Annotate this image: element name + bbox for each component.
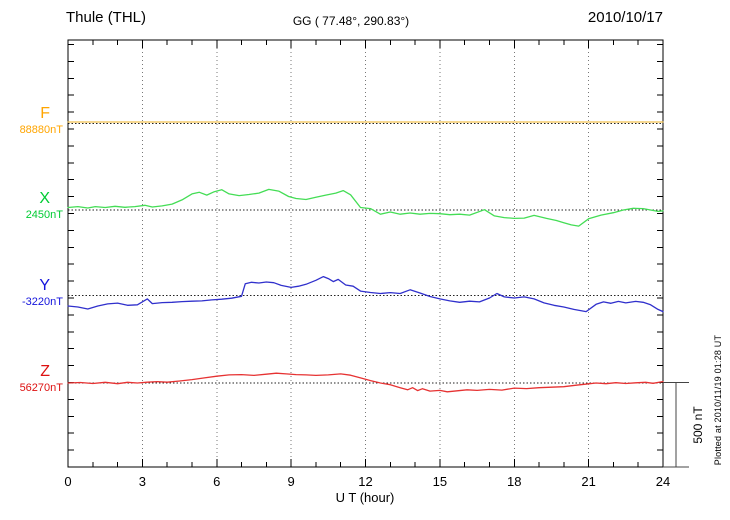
scale-bar-label: 500 nT (691, 406, 705, 444)
x-tick-label: 9 (287, 474, 295, 489)
component-baseline-F: 88880nT (19, 124, 63, 136)
component-letter-F: F (40, 105, 50, 122)
x-tick-label: 24 (655, 474, 671, 489)
plotted-timestamp-note: Plotted at 2010/11/19 01:28 UT (713, 334, 723, 466)
component-baseline-Z: 56270nT (19, 382, 63, 394)
component-letter-Z: Z (40, 363, 50, 380)
trace-Z (67, 372, 664, 393)
x-tick-label: 3 (138, 474, 146, 489)
trace-X (67, 188, 664, 227)
component-letter-X: X (39, 190, 50, 207)
x-tick-label: 18 (507, 474, 522, 489)
x-axis-title: U T (hour) (335, 490, 395, 505)
component-baseline-X: 2450nT (25, 209, 63, 221)
component-letter-Y: Y (39, 277, 50, 294)
station-title: Thule (THL) (66, 9, 147, 26)
x-tick-label: 0 (64, 474, 72, 489)
x-tick-label: 21 (581, 474, 596, 489)
component-label-X: X 2450nT (8, 191, 63, 223)
geographic-coordinates: GG ( 77.48°, 290.83°) (292, 14, 410, 28)
component-label-Z: Z 56270nT (8, 364, 63, 396)
trace-Y (67, 275, 664, 313)
component-baseline-Y: -3220nT (22, 296, 63, 308)
x-tick-label: 12 (358, 474, 373, 489)
x-tick-label: 15 (432, 474, 448, 489)
component-label-F: F 88880nT (8, 106, 63, 138)
plot-date: 2010/10/17 (587, 9, 663, 26)
component-label-Y: Y -3220nT (8, 278, 63, 310)
x-tick-label: 6 (213, 474, 221, 489)
